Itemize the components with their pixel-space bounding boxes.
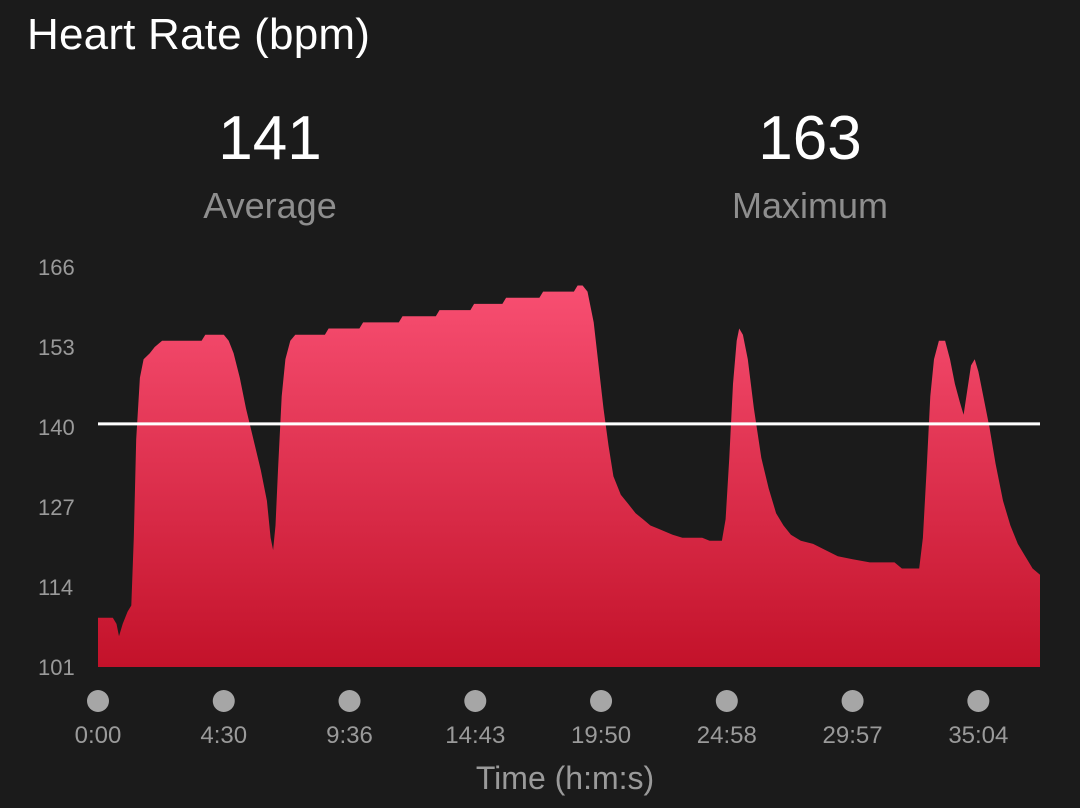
x-tick-dot[interactable] bbox=[212, 690, 235, 712]
x-axis-label: Time (h:m:s) bbox=[476, 760, 654, 796]
x-tick-dot[interactable] bbox=[464, 690, 487, 712]
average-stat: 141 Average bbox=[120, 104, 420, 228]
y-tick-label: 114 bbox=[38, 575, 73, 600]
x-tick-dot[interactable] bbox=[338, 690, 361, 712]
x-tick-label: 35:04 bbox=[948, 722, 1008, 749]
average-value: 141 bbox=[218, 104, 322, 173]
x-tick-dot[interactable] bbox=[590, 690, 613, 712]
x-tick-label: 0:00 bbox=[75, 722, 122, 749]
x-tick-label: 14:43 bbox=[445, 722, 505, 749]
maximum-stat: 163 Maximum bbox=[660, 104, 960, 228]
x-tick-dot[interactable] bbox=[967, 690, 990, 712]
y-tick-label: 166 bbox=[38, 255, 75, 280]
x-tick-label: 9:36 bbox=[326, 722, 373, 749]
x-tick-label: 29:57 bbox=[823, 722, 883, 749]
x-tick-label: 19:50 bbox=[571, 722, 631, 749]
y-tick-label: 153 bbox=[38, 335, 75, 360]
x-tick-dot[interactable] bbox=[715, 690, 738, 712]
maximum-value: 163 bbox=[758, 104, 862, 173]
y-tick-label: 127 bbox=[38, 495, 75, 520]
x-tick-label: 24:58 bbox=[697, 722, 757, 749]
y-tick-label: 101 bbox=[38, 655, 75, 680]
page-title: Heart Rate (bpm) bbox=[27, 10, 371, 59]
maximum-label: Maximum bbox=[731, 185, 888, 226]
heart-rate-area bbox=[98, 285, 1040, 667]
y-tick-label: 140 bbox=[38, 415, 75, 440]
x-tick-dot[interactable] bbox=[841, 690, 864, 712]
x-tick-dot[interactable] bbox=[87, 690, 109, 712]
x-tick-label: 4:30 bbox=[200, 722, 247, 749]
average-label: Average bbox=[203, 185, 337, 226]
